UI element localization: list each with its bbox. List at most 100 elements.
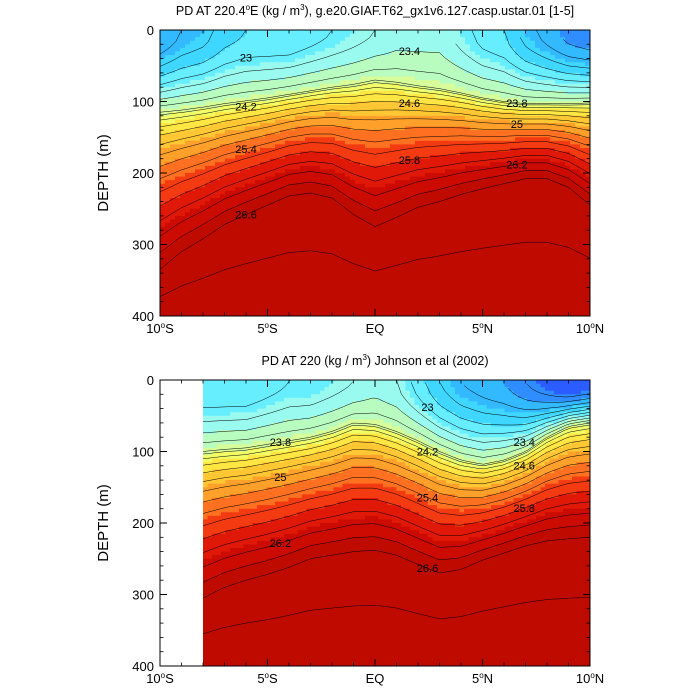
density-cell [330,226,336,231]
density-cell [195,237,201,242]
density-cell [225,294,231,299]
density-cell [190,162,196,167]
density-cell [205,137,211,142]
density-cell [265,51,271,56]
density-cell [210,287,216,292]
density-cell [440,212,446,217]
density-cell [205,201,211,206]
density-cell [260,269,266,274]
density-cell [255,269,261,274]
density-cell [235,244,241,249]
density-cell [250,240,256,246]
density-cell [180,122,186,128]
density-cell [255,244,261,249]
density-cell [250,219,256,224]
density-cell [210,80,216,85]
density-cell [325,215,331,221]
density-cell [350,33,356,38]
density-cell [375,255,381,260]
density-cell [270,298,276,303]
density-cell [425,280,431,285]
density-cell [390,198,396,203]
density-cell [455,137,461,142]
density-cell [460,37,466,42]
density-cell [220,133,226,138]
density-cell [320,165,326,171]
density-cell [275,30,281,35]
density-cell [300,283,306,288]
density-cell [215,269,221,274]
density-cell [185,97,191,103]
density-cell [250,276,256,281]
density-cell [410,226,416,231]
density-cell [375,101,381,106]
density-cell [390,101,396,106]
density-cell [465,240,471,246]
density-cell [350,122,356,128]
density-cell [335,140,341,145]
density-cell [300,122,306,128]
density-cell [345,233,351,238]
density-cell [360,198,366,203]
density-cell [255,37,261,42]
density-cell [270,94,276,99]
density-cell [395,190,401,196]
density-cell [420,62,426,67]
density-cell [430,47,436,53]
density-cell [185,255,191,260]
density-cell [200,287,206,292]
density-cell [175,180,181,185]
density-cell [360,187,366,192]
density-cell [430,233,436,238]
density-cell [400,226,406,231]
density-cell [385,205,391,210]
density-cell [375,62,381,67]
density-cell [365,169,371,174]
density-cell [195,176,201,181]
density-cell [405,269,411,274]
density-cell [320,80,326,85]
density-cell [380,194,386,199]
density-cell [360,298,366,303]
density-cell [425,287,431,292]
density-cell [270,287,276,292]
density-cell [170,290,176,296]
density-cell [465,187,471,192]
density-cell [280,251,286,256]
density-cell [370,237,376,242]
density-cell [175,276,181,281]
density-cell [320,283,326,288]
density-cell [465,51,471,56]
density-cell [300,51,306,56]
density-cell [255,40,261,45]
density-cell [250,312,256,316]
density-cell [395,180,401,185]
density-cell [160,308,166,314]
density-cell [350,255,356,260]
density-cell [305,37,311,42]
density-cell [175,312,181,316]
density-cell [375,105,381,110]
density-cell [190,33,196,38]
density-cell [455,90,461,95]
density-cell [335,294,341,299]
density-cell [355,308,361,314]
density-cell [210,94,216,99]
density-cell [335,269,341,274]
density-cell [210,72,216,78]
density-cell [435,180,441,185]
density-cell [270,62,276,67]
density-cell [285,294,291,299]
density-cell [450,169,456,174]
density-cell [260,173,266,178]
density-cell [160,158,166,163]
density-cell [265,198,271,203]
density-cell [195,65,201,70]
density-cell [270,147,276,153]
density-cell [295,72,301,78]
density-cell [430,230,436,235]
density-cell [365,305,371,310]
density-cell [390,230,396,235]
density-cell [285,205,291,210]
density-cell [195,69,201,74]
